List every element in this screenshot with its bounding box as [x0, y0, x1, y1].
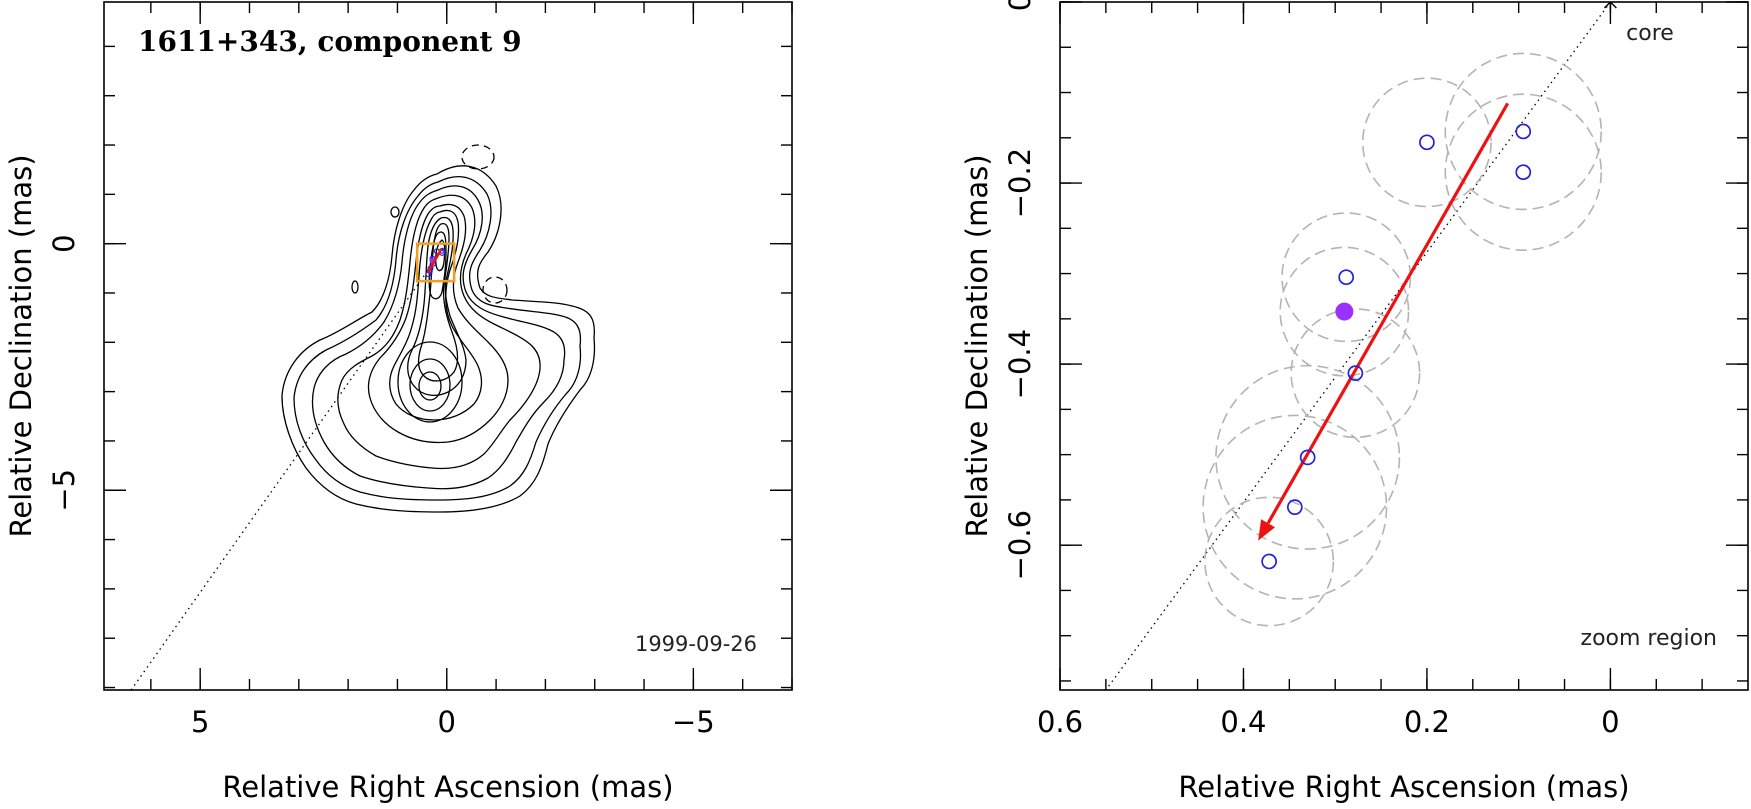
contour-level-4 [337, 194, 541, 470]
observation-date-label: 1999-09-26 [635, 632, 757, 656]
zoom-region-box [415, 242, 456, 283]
right-y-tick-label: −0.6 [1003, 510, 1037, 580]
uncertainty-ring [1281, 212, 1412, 343]
right-x-tick-label: 0.4 [1220, 705, 1266, 739]
zoom-region-label: zoom region [1581, 626, 1717, 651]
isolated-contour-2 [351, 280, 359, 294]
motion-arrow-shaft [1266, 102, 1510, 525]
uncertainty-ring [1204, 496, 1335, 627]
uncertainty-ring [1361, 77, 1492, 208]
uncertainty-ring [1444, 52, 1603, 211]
component-position-marker [1261, 553, 1278, 570]
left-y-axis-label: Relative Declination (mas) [4, 154, 38, 537]
right-y-tick-label: −0.4 [1003, 329, 1037, 399]
left-tick-labels: 5 0 −5 0 −5 [47, 234, 715, 739]
left-x-tick-label: 0 [438, 705, 456, 739]
left-x-axis-label: Relative Right Ascension (mas) [222, 770, 673, 804]
component-position-marker [1515, 123, 1532, 140]
right-panel-zoom-region: core zoom region Relative Right Ascensio… [960, 0, 1749, 804]
right-x-tick-label: 0.6 [1037, 705, 1083, 739]
right-y-tick-label: 0 [1003, 0, 1037, 11]
component-position-marker [1286, 499, 1303, 515]
contour-level-7 [407, 216, 467, 397]
left-y-tick-label: 0 [47, 234, 81, 252]
jet-contour-a [397, 341, 463, 423]
contour-map [281, 144, 596, 513]
uncertainty-ring [1215, 364, 1401, 550]
contour-level-9 [428, 231, 447, 300]
right-y-tick-label: −0.2 [1003, 148, 1037, 218]
left-trajectory-line [130, 243, 448, 690]
uncertainty-ring [1444, 93, 1603, 251]
left-overlay [130, 242, 456, 690]
component-position-marker [1338, 269, 1355, 286]
uncertainty-ring [1279, 246, 1410, 377]
component-position-marker [1419, 134, 1435, 151]
left-panel-contour-map: 1611+343, component 9 1999-09-26 Relativ… [4, 1, 793, 804]
core-label: core [1626, 21, 1674, 46]
uncertainty-ring [1290, 308, 1421, 439]
right-x-tick-label: 0.2 [1404, 705, 1450, 739]
contour-level-5 [367, 203, 509, 444]
left-plot-frame [103, 1, 793, 691]
component-position-marker [1347, 365, 1364, 382]
motion-arrow-head [1258, 519, 1276, 541]
right-y-axis-label: Relative Declination (mas) [960, 154, 994, 537]
negative-contour-2 [482, 276, 508, 304]
jet-contour-c [418, 371, 442, 401]
left-y-tick-label: −5 [47, 469, 81, 512]
left-axis-ticks [104, 2, 793, 690]
mini-motion-arrow [426, 248, 443, 274]
jet-contour-b [409, 358, 451, 412]
left-x-tick-label: −5 [672, 705, 715, 739]
core-marker-stroke [1603, 2, 1612, 9]
right-trajectory-line [1105, 2, 1611, 690]
right-plot-content [1105, 2, 1617, 690]
component-position-marker [1299, 449, 1316, 466]
right-tick-labels: 0.6 0.4 0.2 0 0 −0.2 −0.4 −0.6 [1003, 0, 1620, 739]
right-x-axis-label: Relative Right Ascension (mas) [1178, 770, 1629, 804]
left-x-tick-label: 5 [191, 705, 209, 739]
contour-level-3 [311, 185, 566, 490]
uncertainty-ring [1202, 414, 1388, 600]
contour-level-6 [389, 209, 483, 421]
component-position-marker [1515, 164, 1532, 181]
core-marker [1603, 2, 1617, 9]
right-axis-ticks [1059, 1, 1748, 690]
left-plot-title: 1611+343, component 9 [138, 25, 522, 58]
contour-level-10 [435, 239, 446, 272]
right-x-tick-label: 0 [1601, 705, 1619, 739]
contour-level-1 [281, 165, 596, 513]
core-marker-stroke [1609, 2, 1617, 9]
negative-contour-1 [461, 144, 495, 170]
selected-epoch-marker [1335, 302, 1354, 321]
contour-level-2 [293, 176, 582, 501]
right-plot-frame [1059, 1, 1749, 691]
isolated-contour-1 [390, 206, 400, 218]
